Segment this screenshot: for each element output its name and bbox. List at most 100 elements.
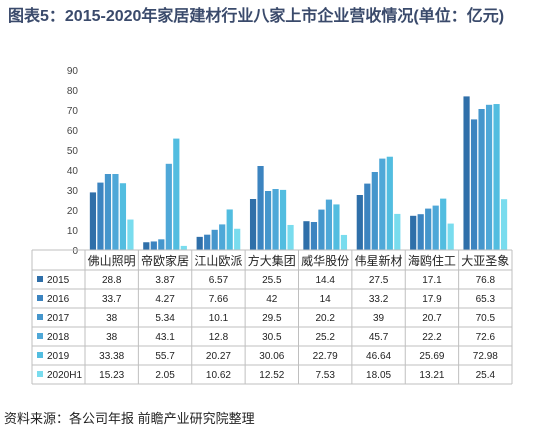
legend-label-2017: 2017 xyxy=(47,313,70,324)
data-label-2018-0: 38 xyxy=(106,332,118,343)
bar-2017-1 xyxy=(158,239,165,250)
category-label-1: 帝欧家居 xyxy=(141,253,189,268)
legend-swatch-2018 xyxy=(37,333,43,339)
chart-title: 图表5：2015-2020年家居建材行业八家上市企业营收情况(单位：亿元) xyxy=(8,8,505,25)
data-label-2018-5: 45.7 xyxy=(369,332,389,343)
data-label-2016-0: 33.7 xyxy=(102,294,122,305)
data-label-2018-4: 25.2 xyxy=(315,332,335,343)
bar-2017-5 xyxy=(371,172,378,250)
bar-2019-1 xyxy=(173,138,180,250)
data-label-2016-5: 33.2 xyxy=(369,294,389,305)
bar-2020H1-2 xyxy=(234,228,241,250)
data-label-2018-2: 12.8 xyxy=(209,332,229,343)
data-label-2018-1: 43.1 xyxy=(155,332,175,343)
data-label-2015-5: 27.5 xyxy=(369,275,389,286)
bar-2019-0 xyxy=(119,183,127,250)
bar-2019-7 xyxy=(493,104,500,250)
bar-2015-5 xyxy=(356,195,363,250)
bar-2020H1-1 xyxy=(180,245,187,250)
category-label-7: 大亚圣象 xyxy=(461,254,509,268)
data-label-2016-1: 4.27 xyxy=(155,294,175,305)
bar-2020H1-3 xyxy=(287,224,294,250)
bar-2015-0 xyxy=(89,192,97,250)
bar-2016-5 xyxy=(364,183,371,250)
data-label-2015-4: 14.4 xyxy=(315,275,335,286)
bar-2017-2 xyxy=(211,229,218,250)
bar-2019-3 xyxy=(279,189,287,250)
data-label-2016-4: 14 xyxy=(320,294,332,305)
legend-swatch-2016 xyxy=(37,295,43,301)
bar-2019-6 xyxy=(440,198,447,250)
data-label-2019-5: 46.64 xyxy=(366,351,391,362)
data-label-2020H1-2: 10.62 xyxy=(206,370,231,381)
data-label-2020H1-5: 18.05 xyxy=(366,370,391,381)
y-tick-label-6: 60 xyxy=(67,126,79,137)
bar-2015-2 xyxy=(196,236,203,250)
data-label-2019-7: 72.98 xyxy=(473,351,498,362)
bar-2018-2 xyxy=(219,224,226,250)
legend-label-2019: 2019 xyxy=(47,351,70,362)
legend-swatch-2017 xyxy=(37,314,43,320)
bar-2016-1 xyxy=(150,241,157,250)
bar-2019-2 xyxy=(226,209,233,250)
data-label-2015-7: 76.8 xyxy=(476,275,496,286)
bar-chart: 0 10 20 30 40 50 60 70 80 90 佛山照明 帝欧家居 江山欧派 方大集团 威华股份伟… xyxy=(31,66,513,385)
y-tick-label-9: 90 xyxy=(67,66,79,77)
data-label-2017-6: 20.7 xyxy=(422,313,442,324)
category-label-6: 海鸥住工 xyxy=(408,253,456,268)
source-note: 资料来源：各公司年报 前瞻产业研究院整理 xyxy=(4,411,255,426)
bar-2017-0 xyxy=(104,174,112,250)
y-tick-label-4: 40 xyxy=(67,166,79,177)
data-label-2018-7: 72.6 xyxy=(476,332,496,343)
legend-swatch-2020H1 xyxy=(37,371,43,377)
bar-2016-7 xyxy=(470,119,478,251)
bar-2018-6 xyxy=(432,205,439,250)
legend-label-2015: 2015 xyxy=(47,275,70,286)
bar-2015-4 xyxy=(303,221,310,250)
bar-2020H1-6 xyxy=(447,223,454,250)
data-label-2015-2: 6.57 xyxy=(209,275,229,286)
y-tick-label-7: 70 xyxy=(67,106,79,117)
bar-2015-7 xyxy=(463,96,470,251)
bar-2018-1 xyxy=(165,163,172,250)
data-label-2016-3: 42 xyxy=(266,294,278,305)
data-label-2019-4: 22.79 xyxy=(313,351,338,362)
legend-label-2018: 2018 xyxy=(47,332,70,343)
y-tick-label-3: 30 xyxy=(67,186,79,197)
legend-label-2016: 2016 xyxy=(47,294,70,305)
data-label-2017-0: 38 xyxy=(106,313,118,324)
data-label-2017-5: 39 xyxy=(373,313,385,324)
bar-2017-4 xyxy=(318,209,325,250)
category-label-4: 威华股份 xyxy=(301,254,349,268)
bar-2015-1 xyxy=(143,242,150,250)
data-label-2020H1-1: 2.05 xyxy=(155,370,175,381)
bar-2016-6 xyxy=(417,214,424,250)
data-label-2018-6: 22.2 xyxy=(422,332,442,343)
legend-swatch-2015 xyxy=(37,276,43,282)
data-label-2020H1-4: 7.53 xyxy=(315,370,335,381)
bar-2018-5 xyxy=(379,158,386,250)
category-label-5: 伟星新材 xyxy=(355,253,403,268)
bar-2018-4 xyxy=(325,199,333,250)
bar-2020H1-4 xyxy=(340,234,348,250)
data-label-2017-1: 5.34 xyxy=(155,313,175,324)
data-label-2015-3: 25.5 xyxy=(262,275,282,286)
legend-swatch-2019 xyxy=(37,352,43,358)
bar-2017-7 xyxy=(478,109,485,250)
bar-2020H1-7 xyxy=(500,199,508,250)
bar-2015-6 xyxy=(410,215,417,250)
y-tick-label-5: 50 xyxy=(67,146,79,157)
y-tick-label-8: 80 xyxy=(67,86,79,97)
y-tick-label-0: 0 xyxy=(72,246,78,257)
bar-2019-5 xyxy=(386,156,393,250)
category-label-2: 江山欧派 xyxy=(194,254,242,268)
bar-2016-2 xyxy=(204,234,211,250)
y-tick-label-1: 10 xyxy=(67,226,79,237)
bar-2016-0 xyxy=(97,182,104,250)
data-label-2015-6: 17.1 xyxy=(422,275,442,286)
data-label-2019-0: 33.38 xyxy=(99,351,124,362)
data-label-2016-2: 7.66 xyxy=(209,294,229,305)
data-label-2020H1-0: 15.23 xyxy=(99,370,124,381)
data-label-2020H1-6: 13.21 xyxy=(419,370,444,381)
bar-2018-0 xyxy=(112,174,119,250)
